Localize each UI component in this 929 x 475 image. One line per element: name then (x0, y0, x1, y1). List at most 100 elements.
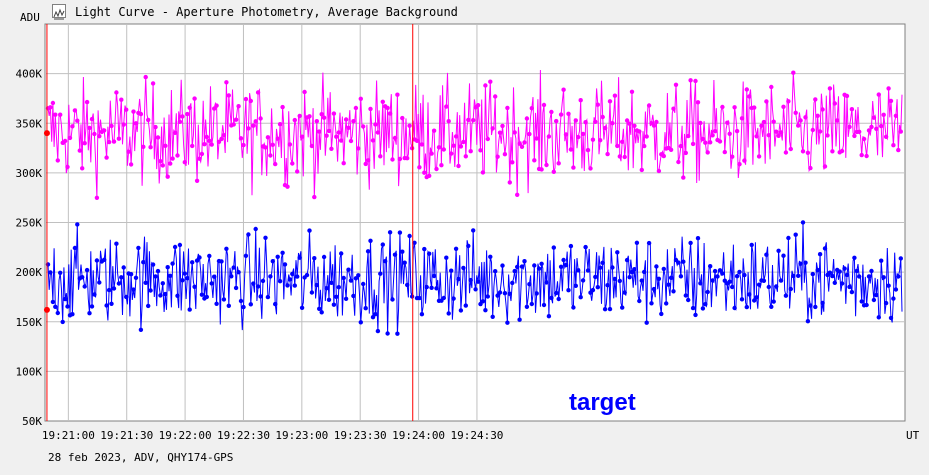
data-point (233, 285, 239, 291)
data-point (353, 105, 359, 111)
data-point (378, 154, 383, 159)
data-point (463, 303, 468, 308)
data-point (480, 299, 486, 304)
data-point (898, 256, 903, 261)
data-point (644, 134, 649, 139)
data-point (510, 160, 515, 165)
data-point (231, 265, 236, 270)
data-point (483, 83, 488, 88)
data-point (717, 268, 723, 273)
data-point (109, 123, 114, 129)
data-point (329, 146, 334, 151)
data-point (324, 133, 329, 138)
data-point (346, 267, 351, 272)
data-point (708, 140, 713, 145)
data-point (121, 122, 126, 127)
data-point (453, 134, 459, 139)
data-point (686, 133, 691, 139)
data-point (114, 90, 119, 95)
data-point (893, 113, 899, 119)
data-point (187, 307, 192, 312)
data-point (417, 295, 422, 301)
data-point (505, 320, 510, 325)
data-point (612, 93, 618, 98)
data-point (175, 293, 180, 298)
data-point (409, 294, 415, 299)
data-point (182, 271, 187, 276)
data-point (519, 144, 525, 149)
data-point (864, 153, 869, 159)
data-point (835, 118, 840, 123)
data-point (197, 255, 202, 260)
data-point (368, 238, 373, 243)
data-point (791, 70, 796, 75)
data-point (258, 116, 263, 121)
data-point (299, 305, 305, 310)
data-point (339, 251, 344, 256)
data-point (309, 143, 315, 149)
data-point (646, 240, 652, 246)
data-point (62, 138, 68, 144)
data-point (515, 192, 520, 197)
data-point (146, 117, 151, 123)
data-point (754, 295, 759, 300)
data-point (600, 114, 605, 120)
data-point (150, 262, 156, 267)
data-point (815, 113, 820, 119)
data-point (754, 134, 759, 139)
data-point (407, 233, 412, 239)
data-point (380, 99, 385, 105)
data-point (290, 271, 295, 277)
data-point (365, 249, 371, 254)
data-point (502, 291, 508, 296)
data-point (297, 113, 302, 119)
data-point (786, 235, 791, 241)
data-point (192, 284, 197, 289)
data-point (358, 320, 363, 325)
data-point (89, 304, 95, 309)
data-point (830, 273, 835, 279)
data-point (896, 147, 901, 153)
data-point (209, 142, 214, 147)
data-point (111, 286, 117, 291)
data-point (422, 246, 427, 252)
data-point (236, 104, 241, 109)
data-point (673, 82, 679, 88)
data-point (664, 301, 669, 306)
data-point (170, 156, 175, 161)
data-point (124, 107, 129, 112)
data-point (788, 146, 793, 152)
data-point (580, 278, 586, 283)
data-point (678, 274, 684, 279)
data-point (639, 278, 644, 283)
data-point (446, 119, 451, 124)
data-point (104, 303, 109, 308)
data-point (84, 99, 90, 105)
data-point (822, 246, 828, 251)
footer-note: 28 feb 2023, ADV, QHY174-GPS (48, 451, 234, 464)
data-point (612, 276, 618, 282)
data-point (255, 284, 261, 289)
data-point (681, 175, 686, 180)
data-point (434, 286, 439, 291)
data-point (593, 119, 598, 125)
data-point (180, 114, 185, 119)
data-point (111, 139, 117, 144)
data-point (238, 136, 244, 141)
data-point (207, 253, 212, 259)
data-point (842, 266, 847, 271)
data-point (116, 136, 122, 141)
data-point (588, 166, 593, 171)
data-point (275, 136, 280, 141)
data-point (544, 280, 549, 285)
data-point (539, 261, 544, 266)
data-point (627, 275, 632, 280)
data-point (287, 142, 293, 147)
data-point (124, 294, 129, 300)
data-point (87, 311, 92, 316)
data-point (199, 151, 205, 157)
data-point (881, 112, 886, 118)
data-point (693, 312, 698, 318)
data-point (251, 281, 256, 286)
light-curve-icon[interactable] (52, 4, 66, 20)
